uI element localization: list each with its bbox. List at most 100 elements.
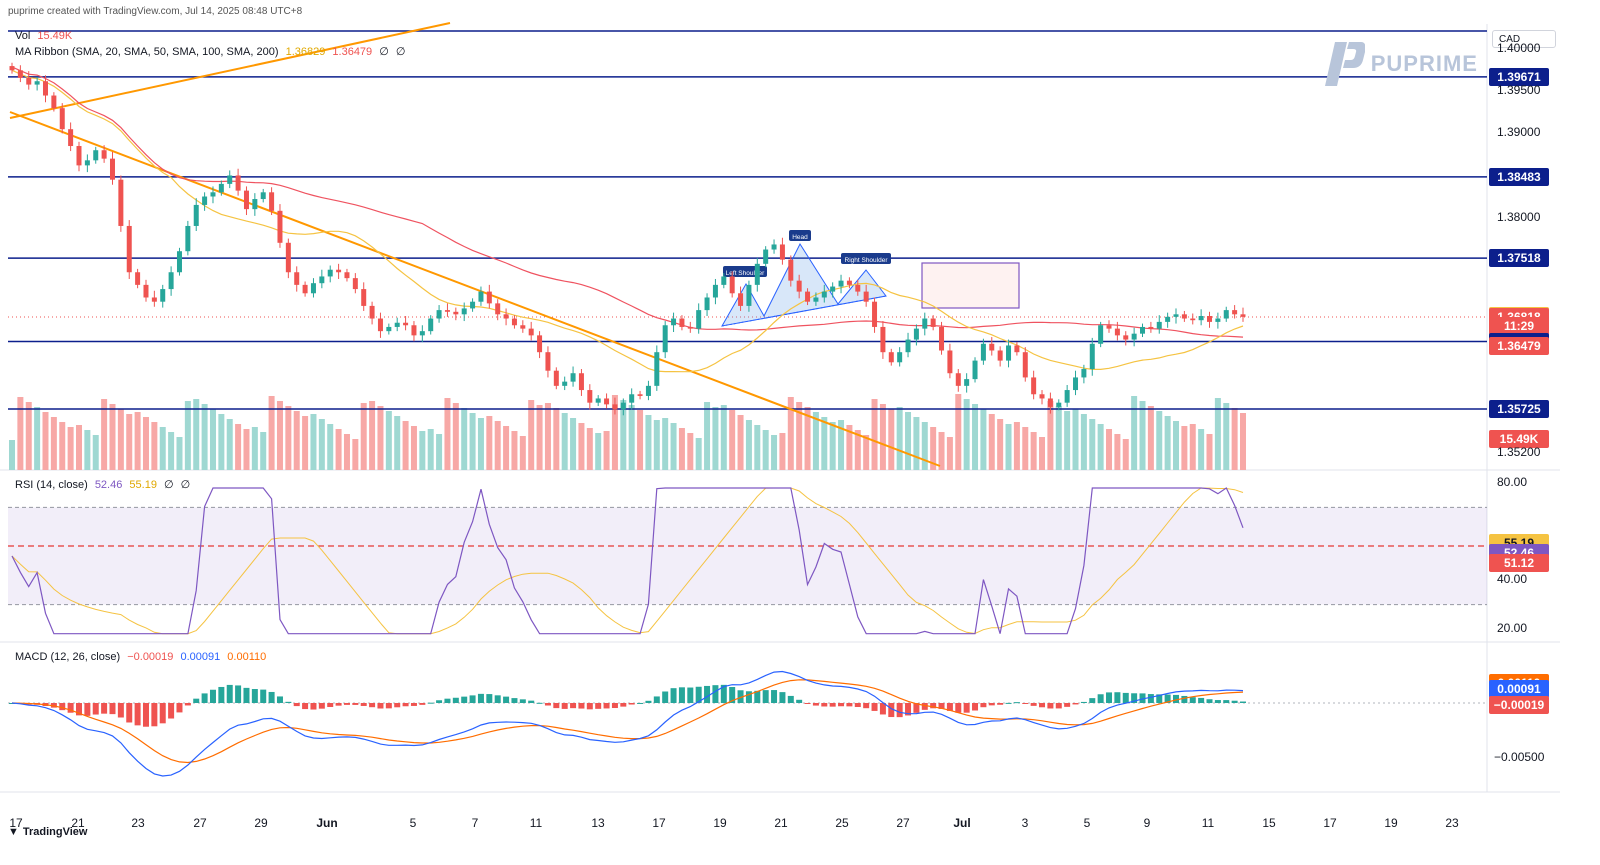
macd-histogram-bar xyxy=(720,684,727,703)
volume-bar xyxy=(427,429,434,470)
candle-body xyxy=(1148,326,1154,329)
volume-bar xyxy=(1240,413,1246,470)
candle-body xyxy=(302,284,308,294)
pattern-label-left: Left Shoulder xyxy=(726,270,766,277)
volume-bar xyxy=(972,404,979,470)
currency-label[interactable]: CAD xyxy=(1492,30,1556,48)
volume-bar xyxy=(988,414,995,470)
macd-histogram-bar xyxy=(117,703,124,718)
candle-body xyxy=(1131,333,1137,340)
candle-body xyxy=(1232,310,1238,315)
volume-bar xyxy=(9,440,15,470)
candle-body xyxy=(294,272,300,285)
volume-bar xyxy=(879,404,886,470)
candle-body xyxy=(930,318,936,327)
macd-histogram-bar xyxy=(1189,697,1196,703)
candle-body xyxy=(361,289,367,306)
ma-value-2: 1.36479 xyxy=(332,46,373,58)
volume-bar xyxy=(1206,434,1213,470)
volume-bar xyxy=(1022,427,1029,470)
candle-body xyxy=(1106,325,1112,329)
volume-bar xyxy=(1164,416,1171,470)
candle-body xyxy=(428,318,434,332)
candle-body xyxy=(486,291,492,304)
candle-body xyxy=(972,360,978,380)
rsi-value-3: ∅ xyxy=(164,479,174,491)
macd-histogram-bar xyxy=(879,703,886,715)
volume-bar xyxy=(787,397,794,470)
candle-body xyxy=(1073,377,1079,391)
candle-body xyxy=(403,322,409,326)
volume-bar xyxy=(235,424,242,470)
volume-bar xyxy=(251,427,258,470)
candle-body xyxy=(997,350,1003,361)
volume-bar xyxy=(1198,429,1205,470)
macd-histogram-bar xyxy=(318,703,325,709)
volume-bar xyxy=(1114,434,1121,470)
candle-body xyxy=(922,318,928,329)
volume-bar xyxy=(712,407,719,470)
macd-histogram-bar xyxy=(1114,692,1121,703)
macd-histogram-bar xyxy=(812,703,819,706)
time-tick: Jul xyxy=(953,816,971,830)
candle-body xyxy=(1240,314,1246,317)
puprime-logo: PUPRIME xyxy=(1321,40,1478,88)
macd-histogram-bar xyxy=(436,700,443,703)
macd-histogram-bar xyxy=(302,703,309,710)
candle-body xyxy=(905,339,911,353)
macd-histogram-bar xyxy=(678,687,685,703)
volume-bar xyxy=(653,420,660,470)
macd-histogram-bar xyxy=(1030,703,1037,706)
macd-signal-line xyxy=(11,679,1244,764)
volume-bar xyxy=(469,413,476,470)
volume-bar xyxy=(561,413,568,470)
volume-bar xyxy=(938,432,945,470)
macd-histogram-bar xyxy=(1198,697,1205,703)
macd-signal-value: 0.00110 xyxy=(227,651,267,663)
candle-body xyxy=(252,199,258,210)
candle-body xyxy=(838,280,844,287)
time-tick: 19 xyxy=(713,816,727,830)
time-tick: 7 xyxy=(471,816,479,830)
macd-histogram-bar xyxy=(553,703,560,709)
macd-line-value: 0.00091 xyxy=(180,651,221,663)
tradingview-brand: TradingView xyxy=(22,826,88,838)
volume-bar xyxy=(997,419,1004,470)
time-tick: 15 xyxy=(1262,816,1276,830)
candle-body xyxy=(59,108,65,130)
candle-body xyxy=(1064,390,1070,403)
volume-bar xyxy=(745,420,752,470)
time-tick: 9 xyxy=(1143,816,1151,830)
macd-histogram-bar xyxy=(946,703,953,711)
macd-histogram-bar xyxy=(511,698,518,703)
macd-histogram-bar xyxy=(1005,702,1012,704)
macd-histogram-bar xyxy=(821,703,828,707)
candle-body xyxy=(989,343,995,351)
volume-bar xyxy=(276,401,283,470)
rsi-legend: RSI (14, close) 52.46 55.19 ∅ ∅ xyxy=(15,478,194,491)
candle-body xyxy=(595,398,601,403)
candle-body xyxy=(386,326,392,332)
candle-body xyxy=(135,272,141,285)
macd-histogram-bar xyxy=(369,703,376,708)
volume-bar xyxy=(687,433,694,470)
macd-histogram-bar xyxy=(260,689,267,703)
time-tick: 17 xyxy=(9,816,23,830)
volume-bar xyxy=(796,402,803,470)
candle-body xyxy=(1207,316,1213,322)
candle-body xyxy=(955,373,961,386)
volume-bar xyxy=(201,404,208,470)
candle-body xyxy=(26,77,32,85)
rsi-tick: 20.00 xyxy=(1497,620,1528,635)
macd-legend: MACD (12, 26, close) −0.00019 0.00091 0.… xyxy=(15,651,270,663)
volume-bar xyxy=(394,416,401,470)
volume-bar xyxy=(436,434,443,470)
macd-histogram-bar xyxy=(1240,701,1246,703)
volume-bar xyxy=(34,407,41,470)
macd-histogram-bar xyxy=(913,703,920,713)
macd-histogram-bar xyxy=(695,686,702,703)
volume-bar xyxy=(1039,437,1046,470)
time-tick: 21 xyxy=(774,816,788,830)
macd-histogram-bar xyxy=(871,703,878,711)
